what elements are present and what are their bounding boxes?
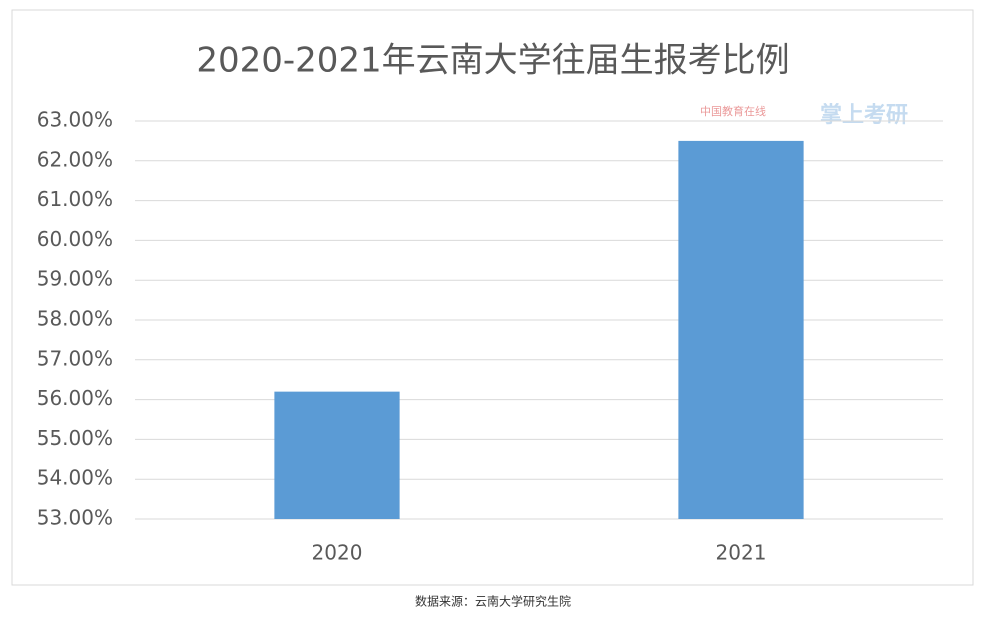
chart-frame xyxy=(11,9,974,586)
y-tick-label: 61.00% xyxy=(37,187,113,211)
y-tick-label: 60.00% xyxy=(37,227,113,251)
x-tick-label: 2020 xyxy=(312,541,363,565)
y-tick-label: 57.00% xyxy=(37,346,113,370)
y-tick-label: 59.00% xyxy=(37,267,113,291)
bar xyxy=(678,140,804,519)
watermark: 中国教育在线 xyxy=(700,104,766,118)
watermark: 掌上考研 xyxy=(820,103,908,128)
x-tick-label: 2021 xyxy=(716,541,767,565)
y-tick-label: 56.00% xyxy=(37,386,113,410)
y-tick-label: 58.00% xyxy=(37,307,113,331)
y-tick-label: 62.00% xyxy=(37,147,113,171)
bar xyxy=(274,391,400,519)
y-tick-label: 54.00% xyxy=(37,466,113,490)
y-tick-label: 53.00% xyxy=(37,506,113,530)
chart-title: 2020-2021年云南大学往届生报考比例 xyxy=(196,41,789,81)
source-note: 数据来源：云南大学研究生院 xyxy=(415,594,571,609)
y-tick-label: 55.00% xyxy=(37,426,113,450)
y-tick-label: 63.00% xyxy=(37,108,113,132)
